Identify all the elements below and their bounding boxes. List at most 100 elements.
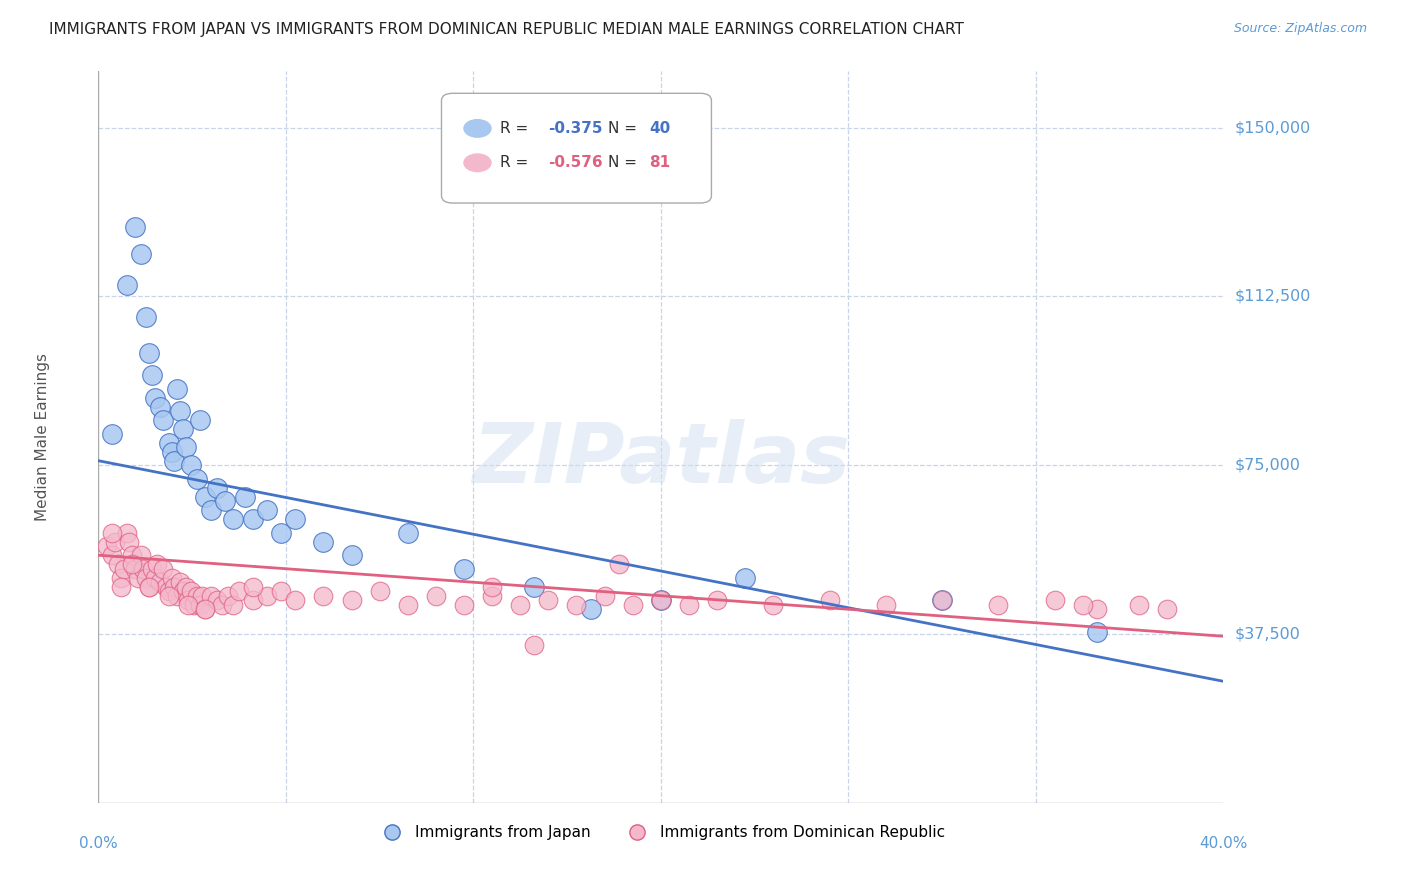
Legend: Immigrants from Japan, Immigrants from Dominican Republic: Immigrants from Japan, Immigrants from D… <box>371 819 950 847</box>
Point <box>931 593 953 607</box>
Point <box>256 589 278 603</box>
Point <box>270 584 292 599</box>
Point <box>222 598 245 612</box>
Point <box>160 571 183 585</box>
Point <box>163 453 186 467</box>
Point <box>256 503 278 517</box>
Point <box>141 368 163 383</box>
Point <box>143 391 166 405</box>
Text: 0.0%: 0.0% <box>79 836 118 851</box>
Point <box>166 589 188 603</box>
Point <box>214 494 236 508</box>
Point <box>1085 602 1108 616</box>
Point <box>481 589 503 603</box>
Point <box>191 589 214 603</box>
Point <box>121 548 143 562</box>
Point <box>124 562 146 576</box>
Point <box>593 589 616 603</box>
Point <box>340 593 363 607</box>
Point <box>129 548 152 562</box>
Point <box>129 246 152 260</box>
Point <box>579 602 602 616</box>
Text: IMMIGRANTS FROM JAPAN VS IMMIGRANTS FROM DOMINICAN REPUBLIC MEDIAN MALE EARNINGS: IMMIGRANTS FROM JAPAN VS IMMIGRANTS FROM… <box>49 22 965 37</box>
Text: ZIPatlas: ZIPatlas <box>472 418 849 500</box>
Point <box>180 458 202 473</box>
Point <box>650 593 672 607</box>
Point <box>537 593 560 607</box>
Point <box>152 562 174 576</box>
Point <box>565 598 588 612</box>
Point <box>110 571 132 585</box>
Point <box>177 598 200 612</box>
Point <box>734 571 756 585</box>
Point <box>453 562 475 576</box>
Circle shape <box>464 154 491 171</box>
Point <box>453 598 475 612</box>
Point <box>217 589 239 603</box>
Point <box>205 481 228 495</box>
Text: N =: N = <box>607 121 641 136</box>
Point <box>509 598 531 612</box>
Point <box>396 598 419 612</box>
Point <box>188 413 211 427</box>
Point <box>818 593 841 607</box>
Point <box>152 413 174 427</box>
Point <box>124 219 146 234</box>
Text: R =: R = <box>501 155 533 170</box>
Point <box>96 539 118 553</box>
Point <box>115 525 138 540</box>
Point <box>222 512 245 526</box>
Point <box>160 444 183 458</box>
Point <box>110 580 132 594</box>
Point <box>183 598 205 612</box>
Text: 81: 81 <box>650 155 671 170</box>
Point <box>174 440 197 454</box>
Point <box>1156 602 1178 616</box>
Point <box>284 593 307 607</box>
Point <box>194 602 217 616</box>
Point <box>678 598 700 612</box>
Point <box>174 580 197 594</box>
Point <box>135 310 157 324</box>
Point <box>155 580 177 594</box>
Point <box>107 558 129 572</box>
Point <box>132 562 155 576</box>
Point <box>762 598 785 612</box>
Point <box>312 534 335 549</box>
Point <box>242 580 264 594</box>
Text: Median Male Earnings: Median Male Earnings <box>35 353 49 521</box>
Point <box>425 589 447 603</box>
Point <box>200 589 222 603</box>
Point <box>650 593 672 607</box>
Point <box>138 580 160 594</box>
Point <box>284 512 307 526</box>
Point <box>118 534 141 549</box>
Point <box>104 534 127 549</box>
Point <box>180 584 202 599</box>
Point <box>200 503 222 517</box>
Point <box>135 571 157 585</box>
Point <box>141 562 163 576</box>
Point <box>169 575 191 590</box>
Point <box>1085 624 1108 639</box>
Point <box>270 525 292 540</box>
Point <box>149 575 172 590</box>
Point <box>396 525 419 540</box>
Point <box>157 589 180 603</box>
Point <box>101 548 124 562</box>
Point <box>340 548 363 562</box>
Point <box>166 382 188 396</box>
Point <box>1071 598 1094 612</box>
Point <box>115 278 138 293</box>
Point <box>149 400 172 414</box>
Point <box>172 584 194 599</box>
Point <box>523 580 546 594</box>
Point <box>127 571 149 585</box>
Point <box>169 404 191 418</box>
Text: 40.0%: 40.0% <box>1199 836 1247 851</box>
Point <box>138 345 160 359</box>
Point <box>481 580 503 594</box>
Point <box>143 571 166 585</box>
Point <box>523 638 546 652</box>
Point <box>121 558 143 572</box>
